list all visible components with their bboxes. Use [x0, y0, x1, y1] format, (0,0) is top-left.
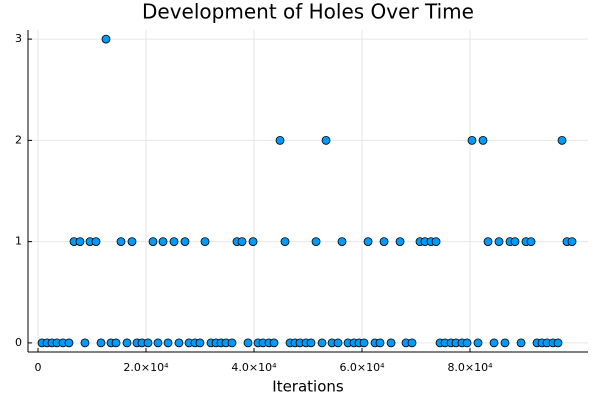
- point: [363, 237, 373, 247]
- y-tick-label: 3: [15, 32, 22, 45]
- x-axis-label: Iterations: [272, 378, 344, 396]
- point: [500, 338, 510, 348]
- point: [248, 237, 258, 247]
- point: [306, 338, 316, 348]
- point: [557, 135, 567, 145]
- point: [127, 237, 137, 247]
- x-tick-label: 6.0×10⁴: [339, 361, 385, 374]
- x-tick-label: 0: [34, 361, 41, 374]
- point: [227, 338, 237, 348]
- point: [321, 135, 331, 145]
- point: [163, 338, 173, 348]
- point: [237, 237, 247, 247]
- point: [64, 338, 74, 348]
- point: [478, 135, 488, 145]
- point: [489, 338, 499, 348]
- point: [174, 338, 184, 348]
- point: [317, 338, 327, 348]
- point: [91, 237, 101, 247]
- x-tick-label: 2.0×10⁴: [123, 361, 169, 374]
- x-tick-label: 4.0×10⁴: [231, 361, 277, 374]
- point: [333, 338, 343, 348]
- point: [567, 237, 577, 247]
- point: [395, 237, 405, 247]
- point: [553, 338, 563, 348]
- point: [101, 34, 111, 44]
- point: [337, 237, 347, 247]
- point: [275, 135, 285, 145]
- y-tick-label: 1: [15, 235, 22, 248]
- point: [467, 135, 477, 145]
- point: [510, 237, 520, 247]
- point: [116, 237, 126, 247]
- point: [111, 338, 121, 348]
- point: [200, 237, 210, 247]
- point: [494, 237, 504, 247]
- point: [407, 338, 417, 348]
- point: [379, 237, 389, 247]
- point: [195, 338, 205, 348]
- point: [122, 338, 132, 348]
- point: [462, 338, 472, 348]
- point: [148, 237, 158, 247]
- point: [483, 237, 493, 247]
- point: [158, 237, 168, 247]
- point: [243, 338, 253, 348]
- point: [180, 237, 190, 247]
- point: [311, 237, 321, 247]
- x-tick-label: 8.0×10⁴: [447, 361, 493, 374]
- point: [169, 237, 179, 247]
- point: [431, 237, 441, 247]
- point: [153, 338, 163, 348]
- point: [280, 237, 290, 247]
- chart-title: Development of Holes Over Time: [142, 0, 474, 24]
- point: [359, 338, 369, 348]
- point: [473, 338, 483, 348]
- point: [516, 338, 526, 348]
- point: [75, 237, 85, 247]
- point: [96, 338, 106, 348]
- point: [269, 338, 279, 348]
- point: [80, 338, 90, 348]
- point: [143, 338, 153, 348]
- y-tick-label: 2: [15, 133, 22, 146]
- point: [526, 237, 536, 247]
- y-tick-label: 0: [15, 336, 22, 349]
- point: [375, 338, 385, 348]
- point: [386, 338, 396, 348]
